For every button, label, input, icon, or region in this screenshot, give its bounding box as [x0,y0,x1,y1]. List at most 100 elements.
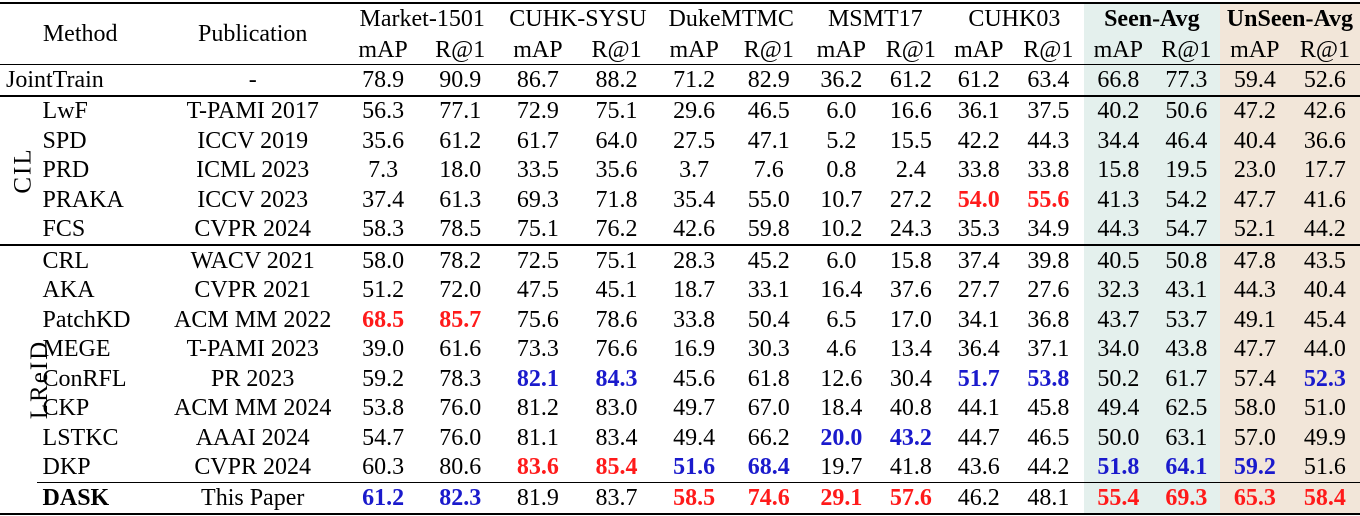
value-cell: 54.7 [1152,214,1220,245]
value-cell: 75.1 [516,216,559,243]
value-cell: 50.0 [1083,423,1153,453]
table-row-ckp: CKP ACM MM 2024 53.8 76.0 81.2 83.0 49.7… [0,393,1360,423]
value-cell: 59.4 [1219,64,1290,96]
value-cell: 35.6 [595,157,638,184]
value-cell: 30.4 [889,365,932,392]
value-cell: 7.3 [368,157,399,184]
value-cell: 19.7 [820,454,863,481]
method-name: ConRFL [42,365,127,392]
value-cell: 61.2 [876,64,945,96]
value-cell: 42.2 [957,127,1000,154]
value-cell: 34.0 [1083,334,1153,364]
value-cell: 47.8 [1219,244,1290,276]
value-cell: 48.1 [1012,482,1084,515]
table-row-jointtrain: JointTrain - 78.9 90.9 86.7 88.2 71.2 82… [0,64,1360,96]
value-cell-second: 84.3 [595,365,638,392]
value-cell-second: 59.2 [1219,452,1290,483]
value-cell: 13.4 [889,336,932,363]
publication: CVPR 2024 [194,216,312,243]
value-cell: 60.3 [362,454,405,481]
value-cell: 50.6 [1152,94,1220,126]
value-cell: 53.8 [362,395,405,422]
value-cell: 78.2 [421,244,500,276]
value-cell: 71.8 [595,186,638,213]
table-row-dkp: DKP CVPR 2024 60.3 80.6 83.6 85.4 51.6 6… [0,452,1360,483]
value-cell: 52.1 [1219,214,1290,245]
value-cell: 69.3 [516,186,559,213]
method-name: DASK [36,482,161,515]
value-cell: 76.2 [595,216,638,243]
value-cell: 27.5 [673,127,716,154]
value-cell: 24.3 [889,216,932,243]
value-cell: 47.2 [1219,94,1290,126]
metric-map: mAP [669,36,719,63]
value-cell: 34.9 [1027,216,1070,243]
value-cell: 88.2 [576,64,657,96]
value-cell: 61.7 [516,127,559,154]
value-cell-best: 54.0 [957,186,1000,213]
method-header: Method [0,2,161,65]
value-cell: 56.3 [345,94,422,126]
value-cell-second: 68.4 [747,454,790,481]
value-cell: 5.2 [826,127,857,154]
value-cell: 64.0 [595,127,638,154]
dataset-header-msmt17: MSMT17 [805,2,945,35]
value-cell: 40.4 [1289,275,1360,305]
value-cell: 52.6 [1289,64,1360,96]
value-cell: 61.2 [944,64,1013,96]
metric-r1: R@1 [743,36,794,63]
value-cell: 27.7 [957,277,1000,304]
value-cell-second: 51.8 [1083,452,1153,483]
method-name: MEGE [42,336,111,363]
dataset-header-cuhk-sysu: CUHK-SYSU [499,2,657,35]
metric-map: mAP [513,36,563,63]
value-cell: 17.7 [1289,155,1360,185]
value-cell: 76.0 [439,424,482,451]
value-cell: 81.9 [499,482,577,515]
value-cell: 46.4 [1152,126,1220,156]
value-cell: 36.2 [805,64,877,96]
value-cell: 57.0 [1219,423,1290,453]
table-row-patchkd: PatchKD ACM MM 2022 68.5 85.7 75.6 78.6 … [0,305,1360,335]
value-cell: 15.8 [876,244,945,276]
value-cell: 43.5 [1289,244,1360,276]
method-name: LwF [36,94,161,126]
value-cell: 18.0 [439,157,482,184]
method-name: PRD [42,157,90,184]
value-cell-best: 74.6 [731,482,806,515]
value-cell-best: 68.5 [362,306,405,333]
value-cell: 27.2 [889,186,932,213]
value-cell: 81.2 [516,395,559,422]
value-cell: 49.1 [1219,305,1290,335]
value-cell-best: 58.4 [1289,482,1360,515]
value-cell: 44.7 [957,424,1000,451]
publication-header: Publication [160,2,346,65]
value-cell: 29.6 [656,94,732,126]
value-cell: 63.1 [1152,423,1220,453]
value-cell: 75.1 [576,94,657,126]
value-cell: 33.8 [957,157,1000,184]
value-cell: 36.8 [1027,306,1070,333]
table-row-spd: SPD ICCV 2019 35.6 61.2 61.7 64.0 27.5 4… [0,126,1360,156]
value-cell-best: 83.6 [516,454,559,481]
value-cell: 72.9 [499,94,577,126]
publication: CVPR 2021 [194,277,312,304]
value-cell-best: 65.3 [1219,482,1290,515]
value-cell: 10.2 [820,216,863,243]
dataset-header-market: Market-1501 [345,2,500,35]
value-cell-best: 55.4 [1083,482,1153,515]
value-cell: 35.3 [957,216,1000,243]
value-cell: 83.4 [595,424,638,451]
value-cell: 34.4 [1083,126,1153,156]
value-cell: 32.3 [1083,275,1153,305]
value-cell: 23.0 [1219,155,1290,185]
value-cell: 6.5 [826,306,857,333]
value-cell: 58.3 [362,216,405,243]
table-row-praka: PRAKA ICCV 2023 37.4 61.3 69.3 71.8 35.4… [0,185,1360,215]
method-name: PRAKA [42,186,124,213]
value-cell: 15.8 [1083,155,1153,185]
value-cell: 51.0 [1289,393,1360,423]
value-cell-second: 53.8 [1027,365,1070,392]
publication: PR 2023 [211,365,295,392]
